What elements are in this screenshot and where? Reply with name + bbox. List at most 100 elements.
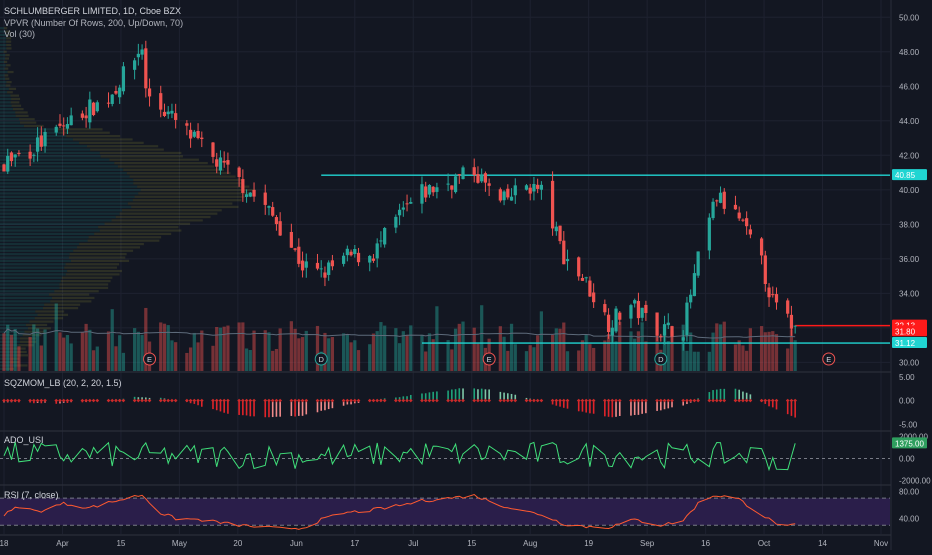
- candle-body[interactable]: [450, 185, 454, 190]
- candle-body[interactable]: [304, 261, 308, 268]
- candle-body[interactable]: [741, 219, 745, 221]
- candle-body[interactable]: [17, 152, 21, 155]
- indicator-legend-sqzmom[interactable]: SQZMOM_LB (20, 2, 20, 1.5): [4, 378, 122, 388]
- candle-body[interactable]: [502, 191, 506, 201]
- candle-body[interactable]: [509, 196, 514, 201]
- candle-body[interactable]: [215, 159, 219, 167]
- candle-body[interactable]: [461, 167, 465, 180]
- candle-body[interactable]: [300, 260, 305, 271]
- candle-body[interactable]: [692, 273, 697, 297]
- candle-body[interactable]: [748, 229, 752, 235]
- candle-body[interactable]: [771, 294, 775, 296]
- candle-body[interactable]: [759, 238, 764, 256]
- candle-body[interactable]: [733, 204, 738, 210]
- candle-body[interactable]: [28, 151, 32, 159]
- candle-body[interactable]: [610, 327, 614, 336]
- candle-body[interactable]: [315, 262, 320, 269]
- candle-body[interactable]: [513, 185, 517, 196]
- candle-body[interactable]: [248, 192, 252, 197]
- indicator-legend-rsi[interactable]: RSI (7, close): [4, 490, 59, 500]
- candle-body[interactable]: [368, 255, 372, 263]
- candle-body[interactable]: [786, 300, 790, 314]
- candle-body[interactable]: [196, 130, 200, 139]
- candle-body[interactable]: [241, 179, 245, 193]
- candle-body[interactable]: [271, 207, 275, 216]
- candle-body[interactable]: [319, 268, 323, 270]
- candle-body[interactable]: [536, 184, 540, 189]
- candle-body[interactable]: [483, 173, 488, 183]
- candle-body[interactable]: [35, 137, 40, 152]
- candle-body[interactable]: [341, 255, 346, 264]
- candle-body[interactable]: [140, 49, 144, 55]
- candle-body[interactable]: [6, 155, 10, 172]
- candle-body[interactable]: [487, 183, 491, 186]
- candle-body[interactable]: [185, 123, 189, 126]
- candle-body[interactable]: [420, 184, 424, 204]
- candle-body[interactable]: [718, 192, 723, 203]
- candle-body[interactable]: [588, 280, 592, 297]
- candle-body[interactable]: [401, 207, 405, 210]
- candle-body[interactable]: [118, 87, 122, 98]
- candle-body[interactable]: [65, 124, 70, 129]
- event-marker-circle[interactable]: [143, 352, 157, 366]
- candle-body[interactable]: [106, 102, 111, 104]
- candle-body[interactable]: [558, 225, 562, 242]
- candle-body[interactable]: [506, 188, 510, 198]
- candle-body[interactable]: [375, 243, 379, 259]
- candle-body[interactable]: [603, 304, 607, 313]
- candle-body[interactable]: [121, 66, 126, 92]
- candle-body[interactable]: [618, 312, 622, 320]
- candle-body[interactable]: [9, 152, 14, 162]
- candle-body[interactable]: [457, 174, 461, 176]
- candle-body[interactable]: [192, 131, 196, 137]
- candle-body[interactable]: [472, 167, 476, 176]
- symbol-title[interactable]: SCHLUMBERGER LIMITED, 1D, Cboe BZX: [4, 6, 181, 16]
- indicator-legend-ado[interactable]: ADO_USI: [4, 435, 44, 445]
- candle-body[interactable]: [685, 302, 689, 336]
- candle-body[interactable]: [383, 227, 387, 245]
- candle-body[interactable]: [774, 294, 779, 303]
- event-marker-circle[interactable]: [654, 352, 668, 366]
- candle-body[interactable]: [737, 212, 741, 219]
- candle-body[interactable]: [640, 307, 644, 318]
- candle-body[interactable]: [166, 111, 170, 115]
- candle-body[interactable]: [13, 154, 17, 158]
- candle-body[interactable]: [528, 187, 532, 194]
- candle-body[interactable]: [565, 259, 570, 262]
- candle-body[interactable]: [524, 185, 529, 190]
- candle-body[interactable]: [584, 277, 588, 279]
- candle-body[interactable]: [409, 202, 413, 204]
- candle-body[interactable]: [88, 99, 92, 123]
- candle-body[interactable]: [349, 251, 353, 256]
- candle-body[interactable]: [453, 176, 458, 193]
- candle-body[interactable]: [147, 88, 152, 97]
- candle-body[interactable]: [174, 113, 178, 120]
- candle-body[interactable]: [379, 240, 383, 242]
- candle-body[interactable]: [345, 248, 349, 256]
- indicator-legend-vpvr[interactable]: VPVR (Number Of Rows, 200, Up/Down, 70): [4, 18, 183, 28]
- candle-body[interactable]: [498, 189, 502, 201]
- candle-body[interactable]: [539, 184, 544, 190]
- candle-body[interactable]: [244, 194, 249, 197]
- pane-separators[interactable]: [0, 371, 932, 536]
- candle-body[interactable]: [297, 246, 301, 264]
- price-candles[interactable]: [2, 40, 797, 351]
- candle-body[interactable]: [32, 154, 36, 156]
- candle-body[interactable]: [431, 186, 435, 193]
- price-scale-area[interactable]: [891, 0, 932, 550]
- candle-body[interactable]: [323, 272, 327, 278]
- candle-body[interactable]: [136, 53, 140, 58]
- candle-body[interactable]: [405, 203, 409, 205]
- candle-body[interactable]: [293, 248, 297, 250]
- candle-body[interactable]: [580, 277, 585, 281]
- candle-body[interactable]: [211, 142, 215, 157]
- candle-body[interactable]: [278, 221, 282, 236]
- candle-body[interactable]: [480, 175, 484, 182]
- candle-body[interactable]: [554, 226, 558, 232]
- candle-body[interactable]: [133, 60, 137, 70]
- indicator-legend-vol[interactable]: Vol (30): [4, 29, 35, 39]
- candle-body[interactable]: [114, 90, 118, 94]
- candle-body[interactable]: [267, 206, 271, 208]
